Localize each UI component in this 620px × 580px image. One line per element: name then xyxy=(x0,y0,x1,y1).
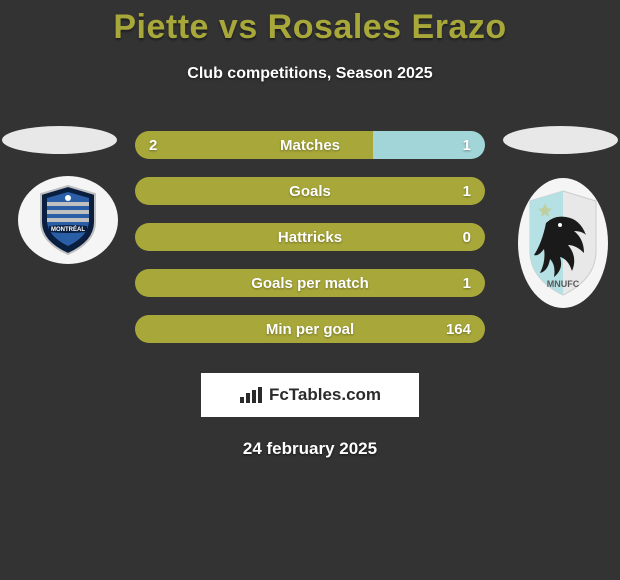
stat-label: Goals per match xyxy=(251,275,369,292)
stat-label: Goals xyxy=(289,183,331,200)
decor-ellipse-left xyxy=(2,126,117,154)
stat-row-matches: 2 Matches 1 xyxy=(135,131,485,159)
stat-row-goals: Goals 1 xyxy=(135,177,485,205)
stat-value-right: 0 xyxy=(463,229,471,246)
montreal-crest-icon: MONTRÉAL xyxy=(37,184,99,256)
mnufc-crest-icon: MNUFC xyxy=(524,187,602,299)
stat-label: Min per goal xyxy=(266,321,354,338)
page-subtitle: Club competitions, Season 2025 xyxy=(0,65,620,83)
stat-row-min-per-goal: Min per goal 164 xyxy=(135,315,485,343)
team-badge-left: MONTRÉAL xyxy=(18,176,118,264)
stat-label: Hattricks xyxy=(278,229,342,246)
infographic-container: Piette vs Rosales Erazo Club competition… xyxy=(0,0,620,459)
brand-text: FcTables.com xyxy=(269,385,381,405)
stat-value-right: 1 xyxy=(463,183,471,200)
stat-value-right: 1 xyxy=(463,275,471,292)
page-title: Piette vs Rosales Erazo xyxy=(0,0,620,47)
team-badge-right: MNUFC xyxy=(518,178,608,308)
stat-row-hattricks: Hattricks 0 xyxy=(135,223,485,251)
bar-chart-icon xyxy=(239,386,263,404)
brand-box: FcTables.com xyxy=(201,373,419,417)
stat-value-right: 1 xyxy=(463,137,471,154)
montreal-banner-text: MONTRÉAL xyxy=(51,225,85,233)
stat-label: Matches xyxy=(280,137,340,154)
stat-row-goals-per-match: Goals per match 1 xyxy=(135,269,485,297)
mnufc-label-text: MNUFC xyxy=(547,279,580,289)
footer-date: 24 february 2025 xyxy=(0,439,620,459)
decor-ellipse-right xyxy=(503,126,618,154)
stat-value-right: 164 xyxy=(446,321,471,338)
stat-value-left: 2 xyxy=(149,137,157,154)
